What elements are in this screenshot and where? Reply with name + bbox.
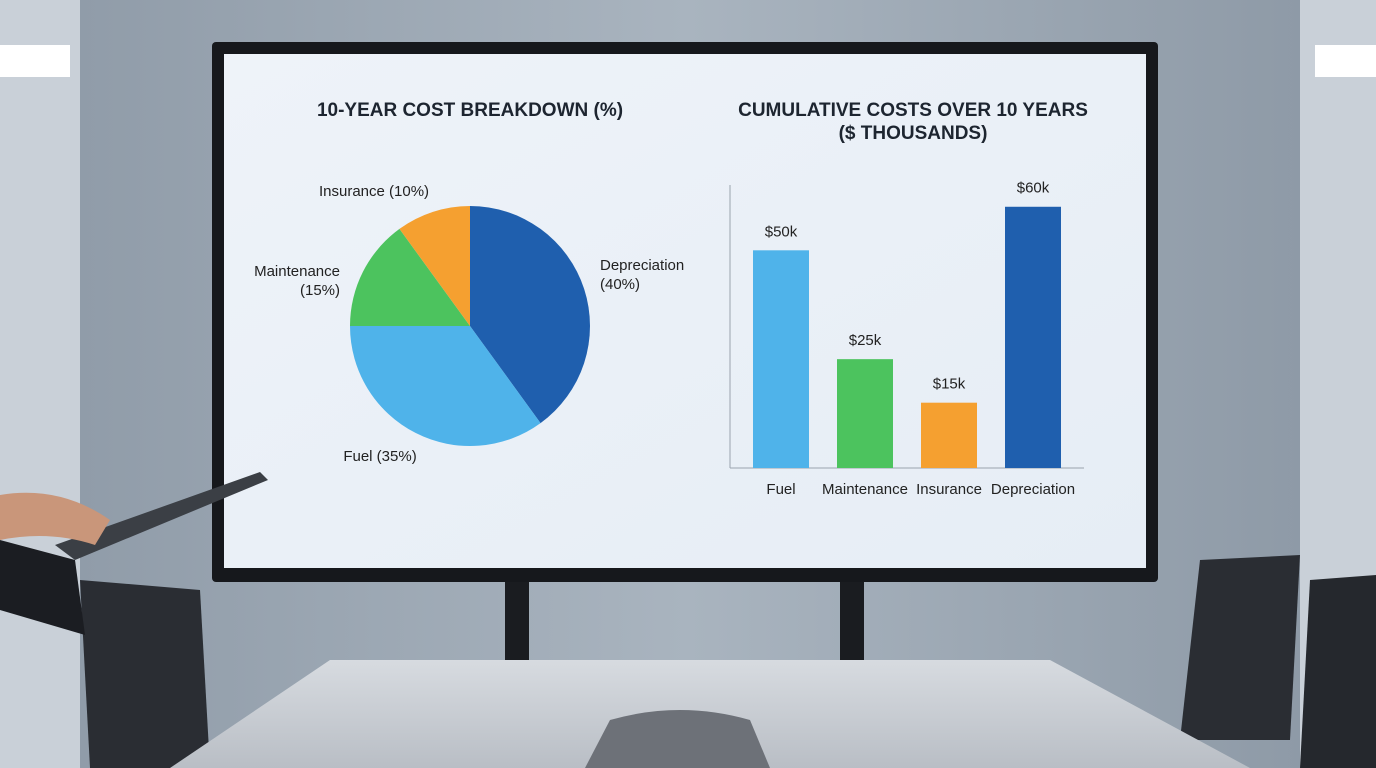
slice-name: Insurance xyxy=(319,183,385,200)
pie-slice xyxy=(470,206,591,424)
slice-label: Maintenance (15%) xyxy=(254,263,340,299)
stand-leg xyxy=(505,575,529,660)
chair xyxy=(1180,555,1300,740)
value-label: $15k xyxy=(933,376,966,393)
x-tick-label: Maintenance xyxy=(822,481,908,498)
slice-value: (40%) xyxy=(600,276,640,293)
slice-name: Depreciation xyxy=(600,257,684,274)
tablet xyxy=(55,472,268,560)
pie-slice xyxy=(350,228,470,326)
slice-label: Depreciation (40%) xyxy=(600,257,684,293)
stand-leg xyxy=(840,575,864,660)
bar xyxy=(1005,206,1061,468)
bar xyxy=(837,359,893,468)
pie-slice xyxy=(349,326,541,447)
chart-title: 10-YEAR COST BREAKDOWN (%) xyxy=(316,100,624,121)
value-label: $50k xyxy=(765,223,798,240)
window-left xyxy=(0,0,80,768)
chair xyxy=(80,580,210,768)
slice-value: (10%) xyxy=(389,183,429,200)
chair xyxy=(1300,575,1376,768)
speaker xyxy=(585,710,770,768)
ceiling-light xyxy=(1315,45,1376,77)
bar xyxy=(921,402,977,468)
x-tick-label: Fuel xyxy=(766,481,795,498)
x-tick-label: Depreciation xyxy=(991,481,1075,498)
slice-value: (35%) xyxy=(377,448,417,465)
bar xyxy=(753,250,809,468)
value-label: $25k xyxy=(849,332,882,349)
slice-label: Fuel (35%) xyxy=(343,448,416,465)
x-tick-label: Insurance xyxy=(916,481,982,498)
hand xyxy=(0,492,110,545)
slice-name: Maintenance xyxy=(254,263,340,280)
chart-title: CUMULATIVE COSTS OVER 10 YEARS ($ THOUSA… xyxy=(738,100,1088,144)
slice-name: Fuel xyxy=(343,448,372,465)
value-label: $60k xyxy=(1017,180,1050,197)
pie-slice xyxy=(399,206,470,326)
slice-value: (15%) xyxy=(300,282,340,299)
sleeve xyxy=(0,540,85,635)
ceiling-light xyxy=(0,45,70,77)
slice-label: Insurance (10%) xyxy=(319,183,429,200)
